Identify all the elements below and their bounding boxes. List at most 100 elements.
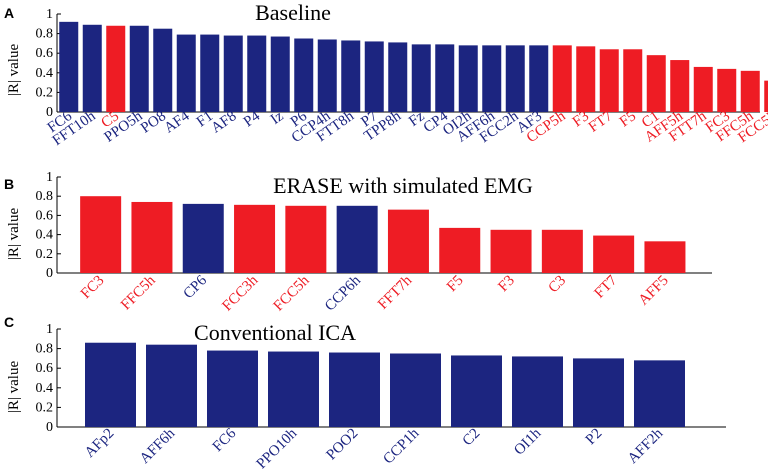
panel-a: A Baseline|R| value00.20.40.60.81FC6FFT10…: [4, 0, 768, 149]
x-tick-label: CCP1h: [380, 425, 422, 467]
bar-ccp5h: [552, 45, 572, 112]
bar-iz: [270, 36, 290, 112]
y-axis-label: |R| value: [6, 208, 22, 261]
bar-fcc2h: [505, 45, 525, 112]
y-tick-label: 0.6: [36, 208, 54, 223]
y-tick-label: 1: [46, 7, 53, 22]
y-tick-label: 0: [46, 420, 53, 435]
bar-afp2: [85, 342, 136, 427]
panel-letter: B: [4, 176, 14, 192]
bar-aff6h: [482, 45, 502, 112]
y-axis-label: |R| value: [6, 361, 22, 414]
bar-ccp4h: [317, 39, 337, 113]
x-tick-label: FCC5h: [271, 272, 313, 314]
bar-fc3: [80, 196, 122, 273]
x-tick-label: C3: [545, 273, 569, 297]
bar-fcc3h: [234, 204, 276, 273]
bar-af3: [529, 45, 549, 112]
y-tick-label: 0.6: [36, 361, 54, 376]
bar-oi2h: [458, 45, 478, 112]
bar-c2: [451, 355, 502, 427]
bar-fcc5h: [764, 80, 768, 112]
bar-fc6: [59, 21, 79, 113]
x-tick-label: FC6: [210, 425, 240, 455]
chart-title: Baseline: [255, 0, 331, 25]
bar-c5: [106, 25, 126, 112]
bar-ft7: [593, 235, 635, 273]
bar-f5: [439, 227, 481, 273]
bar-ftt7h: [693, 66, 713, 112]
x-tick-label: AFF6h: [137, 425, 179, 467]
bar-fft10h: [82, 24, 102, 113]
x-tick-label: F5: [444, 273, 467, 296]
x-tick-label: FFT7h: [375, 272, 416, 313]
bar-aff5: [644, 241, 686, 273]
y-axis-label: |R| value: [6, 44, 22, 97]
y-tick-label: 0.4: [36, 66, 54, 81]
bar-ppo5h: [129, 25, 149, 112]
y-tick-label: 0.4: [36, 228, 54, 243]
x-tick-label: POO2: [323, 426, 361, 464]
y-tick-label: 1: [46, 170, 53, 185]
x-tick-label: AFF5: [636, 273, 672, 309]
bar-fft7h: [387, 209, 429, 273]
bar-tpp8h: [388, 42, 408, 112]
bar-af4: [176, 34, 196, 112]
y-tick-label: 0.8: [36, 27, 54, 42]
bar-fc6: [207, 350, 258, 427]
x-tick-label: FFC5h: [118, 272, 159, 313]
panel-letter: C: [4, 314, 14, 330]
y-tick-label: 0.2: [36, 247, 54, 262]
y-tick-label: 0.8: [36, 342, 54, 357]
chart-title: ERASE with simulated EMG: [273, 173, 533, 198]
bar-oi1h: [512, 356, 563, 427]
bar-f3: [490, 229, 532, 273]
bar-aff5h: [670, 60, 690, 112]
x-tick-label: F3: [570, 108, 592, 130]
x-tick-label: FCC3h: [219, 272, 261, 314]
bar-c1: [646, 55, 666, 112]
bar-ppo10h: [268, 351, 319, 427]
x-tick-label: FC3: [78, 273, 108, 303]
bar-f5: [623, 49, 643, 112]
x-tick-label: OI1h: [511, 425, 544, 458]
y-tick-label: 0.8: [36, 189, 54, 204]
panel-b: B ERASE with simulated EMG |R| value 0 0.2 0.…: [4, 170, 712, 314]
bar-p6: [294, 38, 314, 112]
bar-af8: [223, 35, 243, 113]
x-tick-label: CCP6h: [322, 272, 364, 314]
y-tick-label: 0.4: [36, 381, 54, 396]
bar-f1: [200, 34, 220, 112]
y-tick-label: 0.2: [36, 85, 54, 100]
bar-ffc5h: [740, 70, 760, 112]
x-tick-label: PPO10h: [254, 425, 301, 472]
bar-po8: [153, 28, 173, 113]
bar-c3: [541, 229, 583, 273]
bar-fc3: [717, 68, 737, 112]
x-tick-label: CP6: [180, 272, 210, 302]
x-tick-label: F1: [194, 108, 216, 130]
bar-ccp6h: [336, 205, 378, 273]
x-tick-label: P2: [583, 426, 606, 449]
bar-ccp1h: [390, 353, 441, 427]
panel-letter: A: [4, 5, 14, 21]
y-tick-label: 0.2: [36, 400, 54, 415]
bar-poo2: [329, 352, 380, 427]
bar-cp4: [435, 44, 455, 112]
y-tick-label: 1: [46, 322, 53, 337]
bar-aff2h: [634, 360, 685, 427]
bar-fcc5h: [285, 205, 327, 273]
x-tick-label: AFp2: [82, 426, 117, 461]
chart-title: Conventional ICA: [194, 320, 356, 345]
y-tick-label: 0: [46, 105, 53, 120]
x-tick-label: C2: [460, 426, 484, 450]
bar-f3: [576, 46, 596, 113]
x-tick-label: F5: [617, 108, 639, 130]
bar-p7: [364, 41, 384, 112]
x-tick-label: F3: [495, 273, 518, 296]
y-tick-label: 0.6: [36, 46, 54, 61]
bar-aff6h: [146, 344, 197, 427]
panel-c: C Conventional ICA |R| value 0 0.2 0.4 0.6 0.8 1…: [4, 314, 726, 472]
bar-p2: [573, 358, 624, 427]
